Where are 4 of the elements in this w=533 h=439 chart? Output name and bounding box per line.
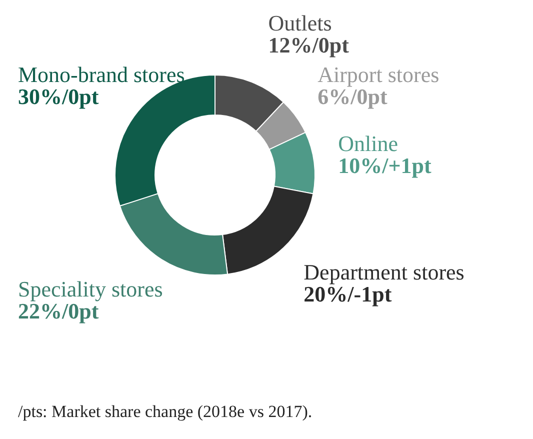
slice-label: Speciality stores [18,276,163,302]
slice-label: Airport stores [318,62,440,87]
slice-label: Department stores [304,259,464,284]
text: /pts: Market share change (2018e vs 2017). [18,402,312,421]
